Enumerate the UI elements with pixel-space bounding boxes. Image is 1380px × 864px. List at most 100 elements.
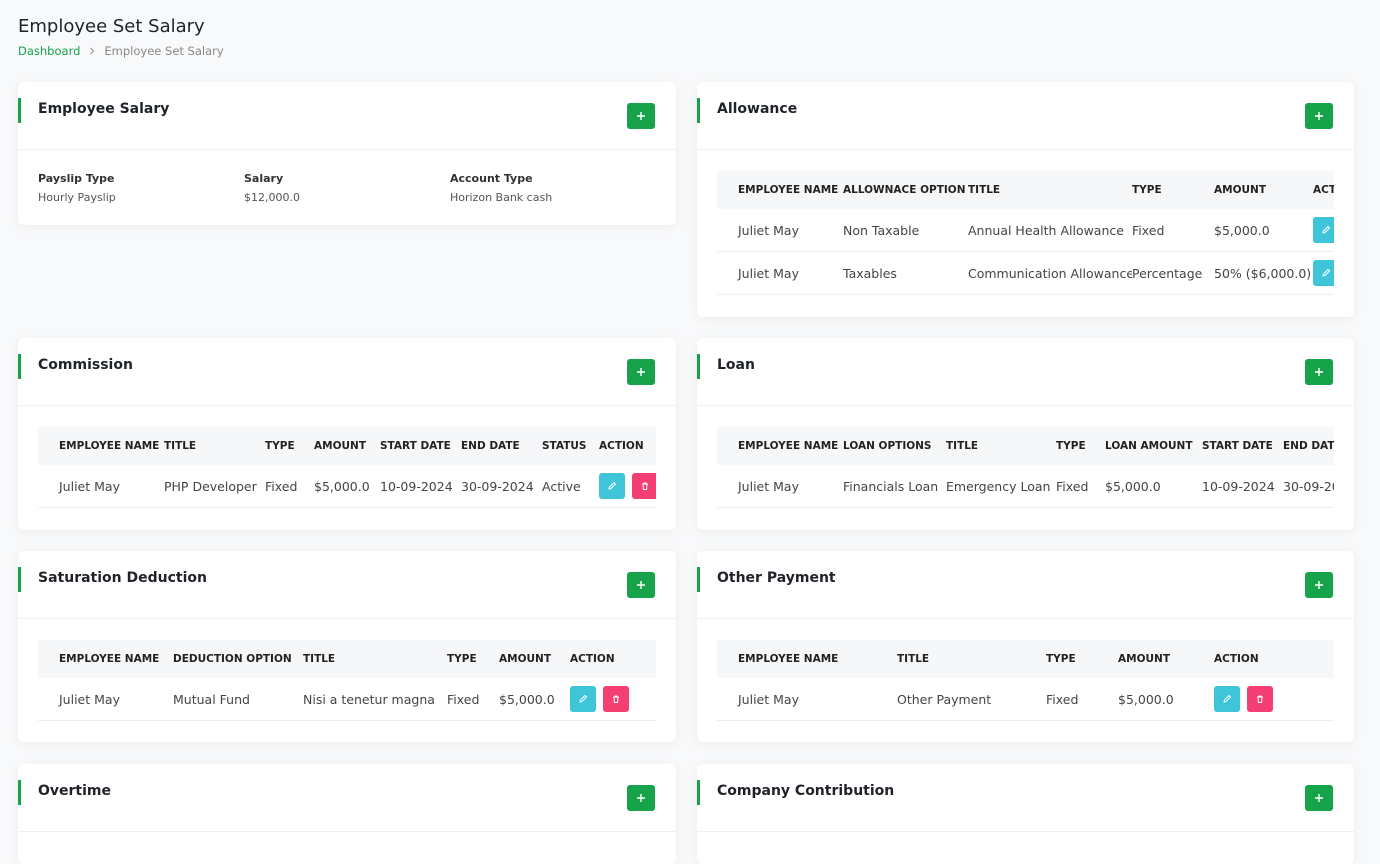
accent-bar bbox=[18, 567, 21, 592]
cell: Taxables bbox=[843, 251, 968, 295]
card: Commission EMPLOYEE NAME TITLE TYPE AMOUNT ST… bbox=[18, 338, 676, 530]
cell: Financials Loan bbox=[843, 465, 946, 508]
cell: Juliet May bbox=[717, 465, 843, 508]
column-header: EMPLOYEE NAME bbox=[717, 427, 843, 465]
accent-bar bbox=[697, 567, 700, 592]
card-title: Employee Salary bbox=[38, 101, 170, 117]
table-row: Juliet May Non Taxable Annual Health Allow… bbox=[717, 209, 1334, 252]
cell: $5,000.0 bbox=[499, 678, 570, 721]
table: EMPLOYEE NAME TITLE TYPE AMOUNT ACTION Juliet… bbox=[717, 640, 1334, 721]
action-cell bbox=[1313, 251, 1334, 295]
add-button[interactable] bbox=[1305, 572, 1333, 598]
edit-button[interactable] bbox=[599, 473, 625, 499]
add-button[interactable] bbox=[627, 359, 655, 385]
cell: Other Payment bbox=[897, 678, 1046, 721]
column-header: END DATE bbox=[1283, 427, 1334, 465]
accent-bar bbox=[18, 98, 21, 123]
card: Loan EMPLOYEE NAME LOAN OPTIONS TITLE TYPE LO… bbox=[697, 338, 1354, 530]
cell: Percentage bbox=[1132, 251, 1214, 295]
column-header: LOAN AMOUNT bbox=[1105, 427, 1202, 465]
add-button[interactable] bbox=[627, 572, 655, 598]
column-header: TITLE bbox=[897, 640, 1046, 678]
edit-button[interactable] bbox=[570, 686, 596, 712]
add-button[interactable] bbox=[627, 103, 655, 129]
cell: $5,000.0 bbox=[1105, 465, 1202, 508]
card-header: Loan bbox=[697, 338, 1354, 406]
column-header: TITLE bbox=[164, 427, 265, 465]
cell: Juliet May bbox=[38, 465, 164, 508]
card: Saturation Deduction EMPLOYEE NAME DEDUCTI… bbox=[18, 551, 676, 742]
card-title: Allowance bbox=[717, 101, 798, 117]
edit-button[interactable] bbox=[1313, 260, 1334, 286]
cell: Fixed bbox=[265, 465, 314, 508]
column-header: AMOUNT bbox=[314, 427, 380, 465]
card-title: Loan bbox=[717, 357, 755, 373]
chevron bbox=[90, 47, 95, 55]
action-cell bbox=[1313, 209, 1334, 252]
edit-button[interactable] bbox=[1313, 217, 1334, 243]
card-header: Commission bbox=[18, 338, 676, 406]
add-button[interactable] bbox=[1305, 359, 1333, 385]
delete-button[interactable] bbox=[603, 686, 629, 712]
cell: 30-09-2024 bbox=[461, 465, 542, 508]
column-header: EMPLOYEE NAME bbox=[38, 640, 173, 678]
column-header: ACTION bbox=[1313, 171, 1334, 209]
cell: Juliet May bbox=[38, 678, 173, 721]
cell: 50% ($6,000.0) bbox=[1214, 251, 1313, 295]
column-header: EMPLOYEE NAME bbox=[38, 427, 164, 465]
card-title: Company Contribution bbox=[717, 783, 895, 799]
cell: 10-09-2024 bbox=[380, 465, 461, 508]
column-header: LOAN OPTIONS bbox=[843, 427, 946, 465]
cell: Fixed bbox=[447, 678, 499, 721]
field-value: Hourly Payslip bbox=[38, 191, 116, 204]
card-title: Other Payment bbox=[717, 570, 836, 586]
cell: Fixed bbox=[1046, 678, 1118, 721]
table: EMPLOYEE NAME LOAN OPTIONS TITLE TYPE LOAN A… bbox=[717, 427, 1334, 508]
column-header: TYPE bbox=[1056, 427, 1105, 465]
table: EMPLOYEE NAME ALLOWNACE OPTION TITLE TYPE AM… bbox=[717, 171, 1334, 295]
cell: Juliet May bbox=[717, 678, 897, 721]
card-body: EMPLOYEE NAME TITLE TYPE AMOUNT ACTION Juliet… bbox=[697, 619, 1354, 742]
add-button[interactable] bbox=[1305, 103, 1333, 129]
field: Account Type Horizon Bank cash bbox=[450, 172, 656, 204]
column-header: DEDUCTION OPTION bbox=[173, 640, 303, 678]
cell: PHP Developer bbox=[164, 465, 265, 508]
column-header: STATUS bbox=[542, 427, 599, 465]
card-header: Saturation Deduction bbox=[18, 551, 676, 619]
add-button[interactable] bbox=[627, 785, 655, 811]
action-cell bbox=[599, 465, 656, 508]
field: Salary $12,000.0 bbox=[244, 172, 450, 204]
column-header: TITLE bbox=[946, 427, 1056, 465]
field-value: Horizon Bank cash bbox=[450, 191, 553, 204]
breadcrumb-link[interactable]: Dashboard bbox=[18, 44, 81, 58]
cell: $5,000.0 bbox=[1118, 678, 1214, 721]
card-header: Allowance bbox=[697, 82, 1354, 150]
cell: Active bbox=[542, 465, 599, 508]
delete-button[interactable] bbox=[1247, 686, 1273, 712]
cell: 30-09-2024 bbox=[1283, 465, 1334, 508]
column-header: ACTION bbox=[1214, 640, 1334, 678]
column-header: EMPLOYEE NAME bbox=[717, 171, 843, 209]
cell: Fixed bbox=[1056, 465, 1105, 508]
accent-bar bbox=[18, 354, 21, 379]
field: Payslip Type Hourly Payslip bbox=[38, 172, 244, 204]
card-body: EMPLOYEE NAME ALLOWNACE OPTION TITLE TYPE AM… bbox=[697, 150, 1354, 316]
edit-button[interactable] bbox=[1214, 686, 1240, 712]
card: Overtime bbox=[18, 764, 676, 864]
card-title: Saturation Deduction bbox=[38, 570, 207, 586]
card-body: EMPLOYEE NAME LOAN OPTIONS TITLE TYPE LOAN A… bbox=[697, 406, 1354, 529]
column-header: TYPE bbox=[1132, 171, 1214, 209]
cell: Non Taxable bbox=[843, 209, 968, 252]
delete-button[interactable] bbox=[632, 473, 656, 499]
field-label: Account Type bbox=[450, 172, 533, 185]
table-wrap: EMPLOYEE NAME ALLOWNACE OPTION TITLE TYPE AM… bbox=[717, 171, 1334, 295]
accent-bar bbox=[697, 354, 700, 379]
page-title: Employee Set Salary bbox=[18, 16, 205, 37]
action-cell bbox=[570, 678, 656, 721]
table-row: Juliet May Financials Loan Emergency Loan F… bbox=[717, 465, 1334, 508]
header-row: EMPLOYEE NAME DEDUCTION OPTION TITLE TYPE AM… bbox=[38, 640, 656, 678]
cell: Communication Allowance bbox=[968, 251, 1132, 295]
column-header: ACTION bbox=[570, 640, 656, 678]
add-button[interactable] bbox=[1305, 785, 1333, 811]
field-label: Payslip Type bbox=[38, 172, 115, 185]
